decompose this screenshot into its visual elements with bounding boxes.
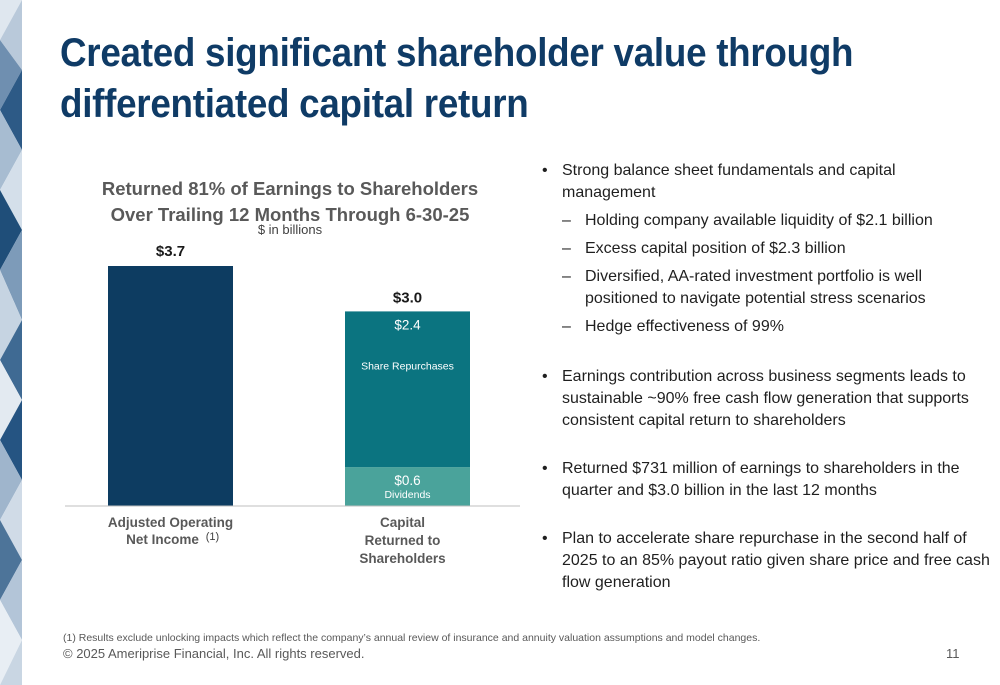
chart-title-line: Returned 81% of Earnings to Shareholders (101, 178, 479, 199)
chart-title-line: Over Trailing 12 Months Through 6-30-25 (110, 204, 470, 225)
copyright: © 2025 Ameriprise Financial, Inc. All ri… (63, 646, 365, 661)
data-label: $2.4 (394, 317, 421, 332)
category-label: Returned to (365, 533, 441, 548)
segment-name-label: Share Repurchases (361, 360, 454, 372)
sub-bullet-item: Excess capital position of $2.3 billion (540, 238, 990, 260)
bar-segment-share-repurchases (345, 311, 470, 468)
sub-bullet-item: Holding company available liquidity of $… (540, 210, 990, 232)
chart-title: Returned 81% of Earnings to Shareholders… (80, 176, 500, 228)
data-label: $0.6 (394, 473, 420, 488)
slide-title: Created significant shareholder value th… (60, 31, 854, 126)
category-label: Net Income (126, 532, 199, 547)
bar-net-income (108, 266, 233, 506)
page-number: 11 (946, 646, 960, 661)
bar-total-label: $3.7 (156, 243, 185, 260)
chart-subtitle: $ in billions (257, 222, 323, 237)
footnote: (1) Results exclude unlocking impacts wh… (63, 632, 761, 644)
bullet-item: Strong balance sheet fundamentals and ca… (540, 160, 990, 204)
bullet-item: Earnings contribution across business se… (540, 366, 990, 432)
category-label: Shareholders (359, 551, 445, 566)
bar-chart: $3.7 $3.0 $2.4 Share Repurchases $0.6Dividen… (65, 243, 520, 566)
footnote-marker: (1) (206, 531, 219, 543)
segment-name-label: Dividends (384, 489, 430, 501)
bullet-list: Strong balance sheet fundamentals and ca… (540, 160, 990, 594)
category-label: Adjusted Operating (108, 515, 233, 530)
bar-total-label: $3.0 (393, 289, 422, 306)
bullet-item: Returned $731 million of earnings to sha… (540, 458, 990, 502)
sub-bullet-item: Hedge effectiveness of 99% (540, 316, 990, 338)
bullet-item: Plan to accelerate share repurchase in t… (540, 528, 990, 594)
category-label: Capital (380, 515, 425, 530)
sub-bullet-item: Diversified, AA-rated investment portfol… (540, 266, 990, 310)
bar-segment-dividends (345, 467, 470, 506)
decorative-triangles (0, 0, 22, 685)
